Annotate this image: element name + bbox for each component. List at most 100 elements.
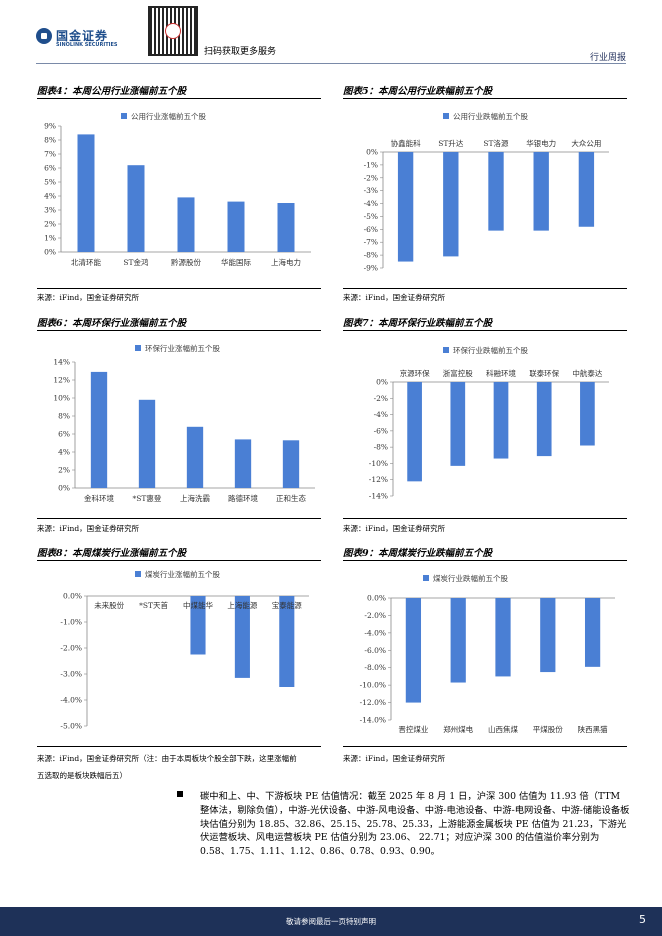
y-tick-label: -4.0% <box>364 628 386 637</box>
y-tick-label: -2.0% <box>364 611 386 620</box>
category-label: 山西焦煤 <box>488 724 518 734</box>
y-tick-label: -7% <box>364 238 378 247</box>
bar <box>578 152 595 227</box>
y-tick-label: -2.0% <box>60 644 82 653</box>
category-label: 联泰环保 <box>529 368 559 378</box>
category-label: 上海能源 <box>227 600 257 610</box>
figure-5-source: 来源：iFind，国金证券研究所 <box>343 293 446 302</box>
y-tick-label: -5.0% <box>60 722 82 731</box>
legend-label: 公用行业涨幅前五个股 <box>131 111 206 121</box>
category-label: 上海洗霸 <box>180 493 210 503</box>
figure-9-source: 来源：iFind，国金证券研究所 <box>343 754 446 763</box>
y-tick-label: 0% <box>366 148 378 157</box>
bar <box>580 382 595 446</box>
bullet-icon <box>177 791 183 797</box>
figure-rule <box>343 518 627 519</box>
figure-7-source: 来源：iFind，国金证券研究所 <box>343 524 446 533</box>
figure-6-title: 图表6：本周环保行业涨幅前五个股 <box>37 318 187 329</box>
figure-4-title: 图表4：本周公用行业涨幅前五个股 <box>37 86 187 97</box>
bar <box>186 426 204 488</box>
bar <box>443 152 459 257</box>
page-number: 5 <box>639 913 646 926</box>
chart-coal-losers: 煤炭行业跌幅前五个股 0.0% -2.0% -4.0% -6.0% -8.0% -10.0%… <box>360 573 615 734</box>
y-tick-label: 2% <box>58 466 70 475</box>
figure-rule <box>343 560 627 561</box>
logo-en: SINOLINK SECURITIES <box>56 42 118 48</box>
y-tick-label: 7% <box>44 150 56 159</box>
bar <box>584 598 601 667</box>
category-label: ST洛源 <box>483 138 509 148</box>
figure-rule <box>343 746 627 747</box>
bar <box>234 439 252 488</box>
y-tick-label: -10% <box>369 459 388 468</box>
y-tick-label: 2% <box>44 220 56 229</box>
legend-label: 煤炭行业涨幅前五个股 <box>145 569 220 579</box>
category-label: 郑州煤电 <box>443 724 473 734</box>
bar <box>540 598 556 673</box>
y-tick-label: -12% <box>369 475 388 484</box>
category-label: ST金鸿 <box>123 257 149 267</box>
category-label: 浙富控股 <box>443 368 473 378</box>
y-tick-label: -14% <box>369 492 388 501</box>
scan-text: 扫码获取更多服务 <box>204 47 277 57</box>
figure-rule <box>37 330 321 331</box>
pe-valuation-paragraph: 碳中和上、中、下游板块 PE 估值情况：截至 2025 年 8 月 1 日，沪深… <box>200 791 630 858</box>
y-tick-label: -14.0% <box>360 716 386 725</box>
chart-coal-gainers: 煤炭行业涨幅前五个股 0.0% -1.0% -2.0% -3.0% -4.0% -5.0% 未… <box>60 569 309 731</box>
figure-rule <box>343 288 627 289</box>
category-label: 京源环保 <box>400 368 430 378</box>
bar <box>177 197 195 252</box>
y-tick-label: 0.0% <box>367 594 386 603</box>
bar <box>90 371 108 488</box>
chart-env-losers: 环保行业跌幅前五个股 0% -2% -4% -6% -8% -10% -12% -14% 京源环保… <box>369 345 609 501</box>
bar <box>127 165 145 252</box>
category-label: 华能国际 <box>221 257 251 267</box>
category-label: 协鑫能科 <box>391 138 421 148</box>
category-label: 金科环境 <box>84 493 114 503</box>
y-tick-label: -1.0% <box>60 618 82 627</box>
chart-utility-gainers: 公用行业涨幅前五个股 0% 1% 2% 3% 4% 5% 6% 7% 8% 9% 北清环能 ST金鸿 黔源… <box>44 111 311 267</box>
y-tick-label: 1% <box>44 234 56 243</box>
y-tick-label: -8.0% <box>364 663 386 672</box>
category-label: 华银电力 <box>526 138 556 148</box>
legend-label: 环保行业涨幅前五个股 <box>145 343 220 353</box>
footer-disclaimer[interactable]: 敬请参阅最后一页特别声明 <box>286 917 376 926</box>
figure-8-title: 图表8：本周煤炭行业涨幅前五个股 <box>37 548 187 559</box>
bar <box>227 201 245 252</box>
y-tick-label: -4% <box>364 199 378 208</box>
y-tick-label: -5% <box>364 212 378 221</box>
bar <box>536 382 552 457</box>
figure-4-source: 来源：iFind，国金证券研究所 <box>37 293 140 302</box>
figure-8-source-note: 五选取的是板块跌幅后五） <box>37 771 127 780</box>
y-tick-label: -4.0% <box>60 696 82 705</box>
y-tick-label: -6% <box>364 225 378 234</box>
figure-rule <box>37 560 321 561</box>
bar <box>279 596 295 687</box>
figure-rule <box>37 288 321 289</box>
figure-5-title: 图表5：本周公用行业跌幅前五个股 <box>343 86 493 97</box>
bar <box>493 382 509 459</box>
category-label: 北清环能 <box>71 257 101 267</box>
y-tick-label: 6% <box>58 430 70 439</box>
category-label: *ST天首 <box>139 600 168 610</box>
figure-8-source: 来源：iFind，国金证券研究所（注：由于本周板块个股全部下跌，这里涨幅前 <box>37 754 297 763</box>
y-tick-label: -3.0% <box>60 670 82 679</box>
figure-rule <box>343 98 627 99</box>
bar <box>234 596 250 678</box>
figure-rule <box>37 746 321 747</box>
y-tick-label: 14% <box>53 358 70 367</box>
figure-7-title: 图表7：本周环保行业跌幅前五个股 <box>343 318 493 329</box>
bar <box>77 134 95 252</box>
bar <box>405 598 422 703</box>
y-tick-label: -4% <box>374 410 388 419</box>
category-label: 路德环境 <box>228 493 258 503</box>
y-tick-label: 4% <box>44 192 56 201</box>
legend-swatch <box>443 347 449 353</box>
y-tick-label: 12% <box>53 376 70 385</box>
y-tick-label: -12.0% <box>360 698 386 707</box>
category-label: 黔源股份 <box>171 257 201 267</box>
y-tick-label: 0% <box>376 378 388 387</box>
bar <box>138 399 156 488</box>
legend-swatch <box>135 345 141 351</box>
page-footer: 敬请参阅最后一页特别声明 5 <box>0 907 662 936</box>
